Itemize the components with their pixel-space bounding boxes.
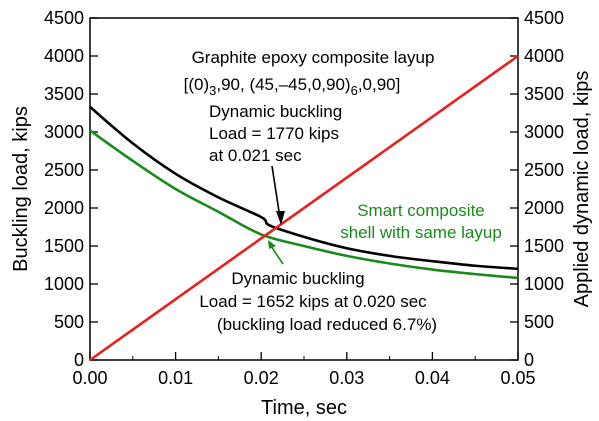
left-y-tick-label: 500 <box>54 312 84 332</box>
black-annotation-line2: Load = 1770 kips <box>209 124 339 143</box>
right-y-tick-label: 500 <box>524 312 554 332</box>
x-tick-label: 0.04 <box>415 368 450 388</box>
chart-title-line1: Graphite epoxy composite layup <box>192 48 435 67</box>
green-annotation-line2: Load = 1652 kips at 0.020 sec <box>199 292 427 311</box>
green-annotation-line1: Dynamic buckling <box>231 269 364 288</box>
left-y-tick-label: 3500 <box>44 84 84 104</box>
green-annotation-line3: (buckling load reduced 6.7%) <box>217 315 437 334</box>
right-y-tick-label: 2500 <box>524 160 564 180</box>
right-y-axis-ticks: 0 500 1000 1500 2000 2500 3000 3500 4000 4500 <box>510 8 564 370</box>
left-y-tick-label: 4500 <box>44 8 84 28</box>
right-y-tick-label: 4000 <box>524 46 564 66</box>
green-label-line2: shell with same layup <box>340 223 502 242</box>
chart-title-line2: [(0)3,90, (45,–45,0,90)6,0,90] <box>184 75 401 98</box>
x-tick-label: 0.00 <box>72 368 107 388</box>
left-y-tick-label: 4000 <box>44 46 84 66</box>
green-annotation-arrowhead <box>268 240 276 249</box>
right-y-tick-label: 3500 <box>524 84 564 104</box>
left-y-tick-label: 1000 <box>44 274 84 294</box>
left-y-axis-ticks: 0 500 1000 1500 2000 2500 3000 3500 4000 4500 <box>44 8 98 370</box>
x-axis-label: Time, sec <box>261 397 347 419</box>
right-y-tick-label: 1500 <box>524 236 564 256</box>
left-y-axis-label: Buckling load, kips <box>10 106 32 272</box>
black-annotation-arrow <box>271 165 281 219</box>
left-y-tick-label: 0 <box>74 350 84 370</box>
right-y-tick-label: 3000 <box>524 122 564 142</box>
right-y-tick-label: 2000 <box>524 198 564 218</box>
left-y-tick-label: 2000 <box>44 198 84 218</box>
left-y-tick-label: 2500 <box>44 160 84 180</box>
left-y-tick-label: 3000 <box>44 122 84 142</box>
x-tick-label: 0.05 <box>500 368 535 388</box>
green-annotation-arrow <box>270 245 284 265</box>
x-tick-label: 0.01 <box>158 368 193 388</box>
black-annotation-line1: Dynamic buckling <box>209 102 342 121</box>
black-annotation-line3: at 0.021 sec <box>209 146 302 165</box>
green-smart-composite-curve <box>89 129 519 280</box>
green-label-line1: Smart composite <box>357 201 485 220</box>
x-tick-label: 0.03 <box>329 368 364 388</box>
right-y-tick-label: 0 <box>524 350 534 370</box>
right-y-tick-label: 4500 <box>524 8 564 28</box>
black-annotation-arrowhead <box>276 211 285 225</box>
series-lines <box>89 54 519 362</box>
right-y-tick-label: 1000 <box>524 274 564 294</box>
red-applied-load-line <box>89 54 519 362</box>
black-buckling-curve <box>89 105 519 271</box>
x-tick-label: 0.02 <box>244 368 279 388</box>
right-y-axis-label: Applied dynamic load, kips <box>571 71 593 308</box>
left-y-tick-label: 1500 <box>44 236 84 256</box>
x-axis-ticks: 0.00 0.01 0.02 0.03 0.04 0.05 <box>72 352 536 388</box>
